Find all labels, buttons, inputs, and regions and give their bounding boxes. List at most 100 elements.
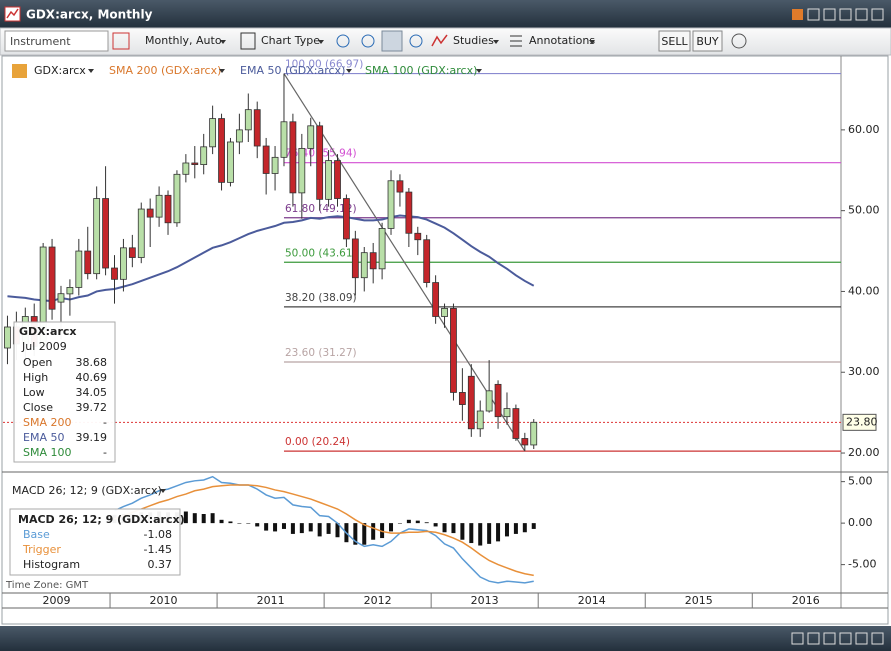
candle-body: [405, 191, 413, 234]
candle-body: [155, 194, 163, 218]
toolbar: [0, 27, 891, 56]
candle-body: [334, 160, 341, 199]
y-tick-label: 0.00: [848, 516, 873, 529]
instrument-input[interactable]: [4, 30, 109, 52]
histogram-bar: [487, 523, 492, 544]
candle-body: [75, 250, 83, 288]
y-tick-label: 60.00: [848, 123, 880, 136]
dropdown-arrow: [493, 40, 499, 44]
studies-menu[interactable]: Studies: [453, 34, 494, 47]
candle-body: [102, 198, 109, 269]
candle-body: [173, 173, 181, 224]
candle-body: [476, 410, 484, 430]
status-button[interactable]: [807, 632, 820, 645]
settings-button[interactable]: [731, 33, 747, 49]
tooltip-label: High: [23, 371, 48, 384]
chart-type-menu[interactable]: Chart Type: [261, 34, 320, 47]
dropdown-arrow: [219, 69, 225, 73]
sell-button[interactable]: [658, 30, 691, 52]
draw-tool-button[interactable]: [112, 32, 130, 50]
candle-body: [271, 156, 279, 174]
last-price-label: 23.80: [846, 415, 878, 428]
candle-body: [351, 238, 359, 279]
candle-body: [84, 250, 92, 275]
x-tick-label: 2016: [792, 594, 820, 607]
status-button[interactable]: [855, 632, 868, 645]
histogram-bar: [415, 520, 420, 524]
close-button[interactable]: [871, 8, 884, 21]
tooltip-label: SMA 100: [23, 446, 72, 459]
annotations-menu[interactable]: Annotations: [529, 34, 595, 47]
status-button[interactable]: [839, 632, 852, 645]
tooltip-date: Jul 2009: [21, 340, 67, 353]
zoom-out-button[interactable]: [361, 34, 375, 48]
candle-body: [262, 145, 270, 174]
studies-icon: [431, 34, 448, 47]
histogram-bar: [522, 523, 527, 533]
candle-body: [414, 232, 422, 241]
last-price-box: [842, 413, 877, 431]
candle-body: [396, 180, 404, 193]
candle-body: [298, 148, 306, 194]
dropdown-arrow: [220, 40, 226, 44]
candle-body: [432, 282, 440, 317]
period-menu[interactable]: Monthly, Auto: [145, 34, 222, 47]
histogram-bar: [255, 523, 260, 527]
status-bar: [0, 626, 891, 651]
candle-body: [423, 239, 431, 283]
candle-body: [343, 198, 350, 240]
fib-label: 100.00 (66.97): [285, 59, 363, 71]
candle-body: [128, 247, 136, 258]
macd-line: [114, 484, 534, 577]
histogram-bar: [424, 522, 429, 524]
x-tick-label: 2009: [43, 594, 71, 607]
color-button[interactable]: [792, 9, 803, 20]
tooltip-box: [13, 321, 116, 463]
app-icon-line: [6, 8, 19, 19]
y-tick-label: 20.00: [848, 446, 880, 459]
y-tick-label: 5.00: [848, 475, 873, 488]
legend-symbol: GDX:arcx: [34, 64, 86, 77]
tooltip-label: EMA 50: [23, 431, 64, 444]
help-button[interactable]: [807, 8, 820, 21]
x-tick-label: 2013: [471, 594, 499, 607]
status-button[interactable]: [791, 632, 804, 645]
tooltip-label: Trigger: [22, 543, 61, 556]
zoom-in-button[interactable]: [336, 34, 350, 48]
tooltip-value: -1.08: [144, 528, 172, 541]
tooltip-value: -: [103, 446, 107, 459]
x-tick-label: 2011: [257, 594, 285, 607]
trend-line: [283, 73, 526, 452]
status-button[interactable]: [823, 632, 836, 645]
title-bar: [0, 0, 891, 28]
detach-button[interactable]: [855, 8, 868, 21]
histogram-bar: [451, 523, 456, 534]
x-tick-label: 2010: [150, 594, 178, 607]
pan-button[interactable]: [381, 30, 403, 52]
sell-label: SELL: [661, 35, 688, 48]
y-tick-label: 30.00: [848, 365, 880, 378]
histogram-bar: [326, 523, 331, 534]
histogram-bar: [353, 523, 358, 545]
histogram-bar: [362, 523, 367, 545]
histogram-bar: [513, 523, 518, 534]
tooltip-value: -1.45: [144, 543, 172, 556]
candle-body: [289, 121, 297, 194]
data-tooltip: GDX:arcx Jul 2009 Open 38.68 High 40.69 Low 3…: [13, 321, 116, 463]
reset-button[interactable]: [409, 34, 423, 48]
candle-body: [503, 408, 511, 418]
candle-body: [325, 160, 332, 200]
plot-layer: 2009 2010 2011 2012 2013 2014 2015 2016 20.00 30.…: [3, 59, 880, 608]
buy-button[interactable]: [692, 30, 723, 52]
annotations-icon: [510, 35, 522, 47]
histogram-bar: [442, 523, 447, 533]
maximize-button[interactable]: [839, 8, 852, 21]
tooltip-label: SMA 200: [23, 416, 72, 429]
status-button[interactable]: [871, 632, 884, 645]
tooltip-box: [9, 508, 181, 576]
fib-label: 61.80 (49.12): [285, 203, 357, 215]
histogram-bar: [201, 514, 206, 524]
candle-body: [200, 146, 208, 166]
histogram-bar: [264, 523, 269, 531]
restore-button[interactable]: [823, 8, 836, 21]
